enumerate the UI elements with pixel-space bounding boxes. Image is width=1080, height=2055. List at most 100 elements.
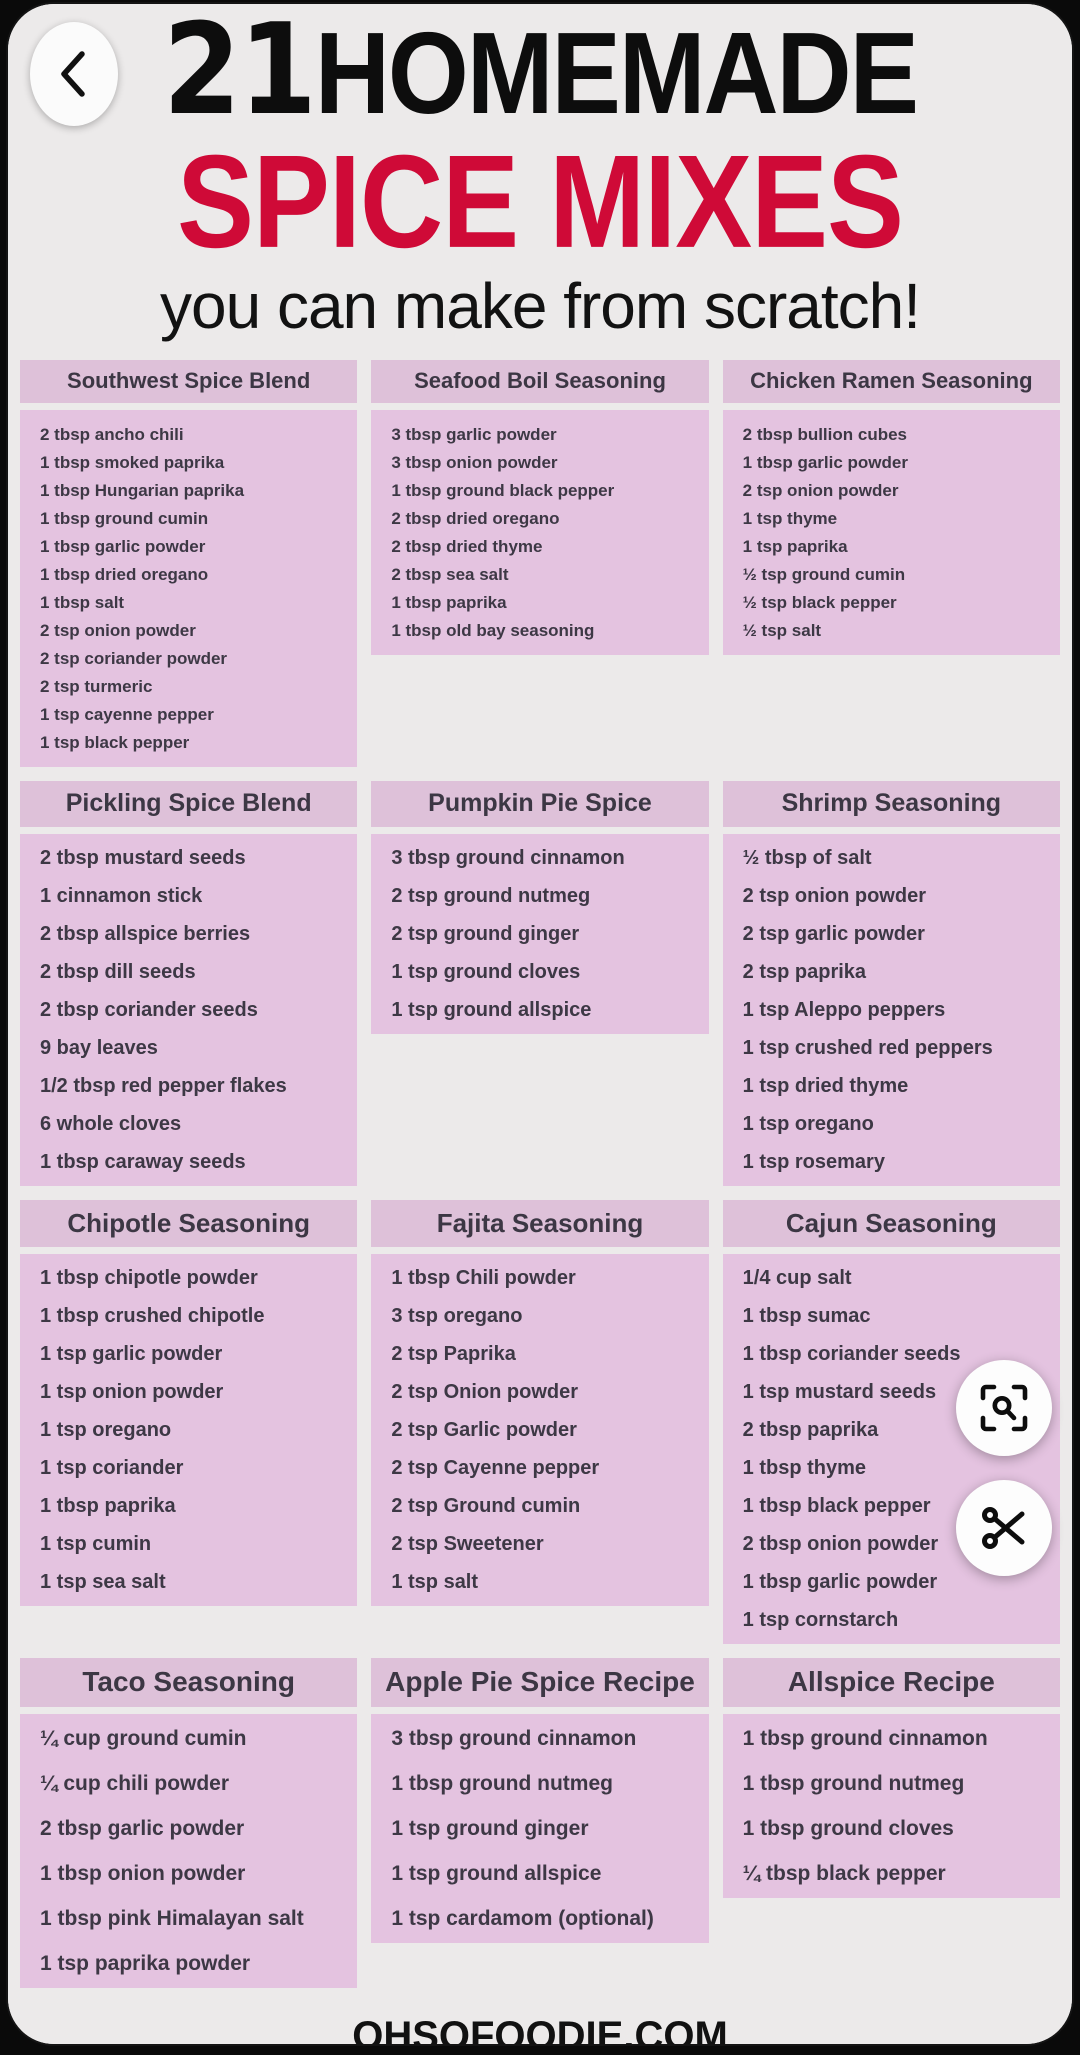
ingredient: 3 tbsp onion powder (391, 452, 558, 472)
spice-card-taco-seasoning[interactable]: Taco Seasoning ¼ cup ground cumin ¼ cup … (20, 1657, 358, 2002)
card-ingredients: 1 tbsp chipotle powder 1 tbsp crushed ch… (20, 1253, 358, 1606)
card-title: Fajita Seasoning (371, 1199, 709, 1247)
spice-card-shrimp-seasoning[interactable]: Shrimp Seasoning ½ tbsp of salt 2 tsp on… (722, 780, 1060, 1200)
ingredient: 1 tsp paprika (742, 536, 848, 556)
spice-card-pickling-spice-blend[interactable]: Pickling Spice Blend 2 tbsp mustard seed… (20, 780, 358, 1200)
ingredient: 2 tsp Paprika (391, 1342, 516, 1365)
chevron-left-icon (61, 51, 85, 97)
spice-card-seafood-boil-seasoning[interactable]: Seafood Boil Seasoning 3 tbsp garlic pow… (371, 359, 709, 781)
lens-search-button[interactable] (956, 1360, 1052, 1456)
ingredient: 1/2 tbsp red pepper flakes (40, 1074, 287, 1097)
ingredient: ½ tsp ground cumin (742, 564, 906, 584)
card-title: Pickling Spice Blend (20, 780, 358, 827)
image-viewer[interactable]: 21HOMEMADE SPICE MIXES you can make from… (8, 4, 1072, 2044)
ingredient: 2 tbsp sea salt (391, 564, 509, 584)
ingredient: 1 tbsp ground cloves (742, 1816, 954, 1840)
ingredient: 2 tsp Sweetener (391, 1532, 544, 1555)
ingredient: 1 tbsp black pepper (742, 1494, 931, 1517)
ingredient: 1 tbsp old bay seasoning (391, 620, 595, 640)
ingredient: 1 tsp ground allspice (391, 1861, 602, 1885)
card-title: Seafood Boil Seasoning (371, 359, 709, 403)
ingredient: 1 tsp sea salt (40, 1570, 166, 1593)
infographic-sheet: 21HOMEMADE SPICE MIXES you can make from… (8, 4, 1072, 2044)
card-ingredients: 2 tbsp ancho chili 1 tbsp smoked paprika… (20, 409, 358, 767)
card-ingredients: 3 tbsp ground cinnamon 2 tsp ground nutm… (371, 833, 709, 1034)
ingredient: 1 tsp crushed red peppers (742, 1036, 993, 1059)
ingredient: 1 tbsp Chili powder (391, 1266, 576, 1289)
ingredient: 2 tsp coriander powder (40, 648, 228, 668)
ingredient: 1 tsp ground allspice (391, 998, 592, 1021)
card-title: Pumpkin Pie Spice (371, 780, 709, 827)
ingredient: 1 tsp onion powder (40, 1380, 224, 1403)
ingredient: 1 tbsp ground nutmeg (742, 1771, 965, 1795)
card-title: Cajun Seasoning (722, 1199, 1060, 1247)
ingredient: 1 tbsp ground cinnamon (742, 1726, 988, 1750)
spice-card-chipotle-seasoning[interactable]: Chipotle Seasoning 1 tbsp chipotle powde… (20, 1199, 358, 1658)
spice-card-apple-pie-spice-recipe[interactable]: Apple Pie Spice Recipe 3 tbsp ground cin… (371, 1657, 709, 2002)
ingredient: ¼ tbsp black pepper (742, 1861, 946, 1885)
ingredient: ¼ cup chili powder (40, 1771, 230, 1795)
source-website: OHSOFOODIE.COM (352, 2013, 728, 2044)
ingredient: 1 tsp rosemary (742, 1150, 885, 1173)
ingredient: 2 tbsp garlic powder (40, 1816, 245, 1840)
ingredient: 1 tbsp coriander seeds (742, 1342, 961, 1365)
ingredient: ½ tsp black pepper (742, 592, 897, 612)
ingredient: ½ tsp salt (742, 620, 822, 640)
ingredient: 1 tbsp thyme (742, 1456, 867, 1479)
ingredient: ¼ cup ground cumin (40, 1726, 247, 1750)
ingredient: 1 tsp coriander (40, 1456, 184, 1479)
ingredient: 2 tsp onion powder (742, 884, 926, 907)
ingredient: 1 tsp ground cloves (391, 960, 581, 983)
spice-card-chicken-ramen-seasoning[interactable]: Chicken Ramen Seasoning 2 tbsp bullion c… (722, 359, 1060, 781)
ingredient: 2 tbsp dried thyme (391, 536, 543, 556)
crop-scissors-button[interactable] (956, 1480, 1052, 1576)
title-subtitle: you can make from scratch! (159, 269, 921, 342)
card-ingredients: ½ tbsp of salt 2 tsp onion powder 2 tsp … (722, 833, 1060, 1186)
card-ingredients: 2 tbsp bullion cubes 1 tbsp garlic powde… (722, 409, 1060, 655)
ingredient: 1 tsp thyme (742, 508, 838, 528)
spice-card-grid: Southwest Spice Blend 2 tbsp ancho chili… (20, 359, 1060, 2002)
card-ingredients: 1 tbsp Chili powder 3 tsp oregano 2 tsp … (371, 1253, 709, 1606)
ingredient: 2 tbsp paprika (742, 1418, 879, 1441)
ingredient: 1 tsp cayenne pepper (40, 704, 214, 724)
ingredient: 1 cinnamon stick (40, 884, 203, 907)
ingredient: 1 tsp Aleppo peppers (742, 998, 946, 1021)
ingredient: 1 tbsp pink Himalayan salt (40, 1906, 304, 1930)
ingredient: 2 tsp turmeric (40, 676, 153, 696)
spice-card-allspice-recipe[interactable]: Allspice Recipe 1 tbsp ground cinnamon 1… (722, 1657, 1060, 2002)
ingredient: 2 tsp ground ginger (391, 922, 580, 945)
ingredient: 2 tbsp mustard seeds (40, 846, 246, 869)
card-title: Shrimp Seasoning (722, 780, 1060, 827)
ingredient: 1 tbsp sumac (742, 1304, 871, 1327)
ingredient: 2 tsp paprika (742, 960, 867, 983)
card-ingredients: 3 tbsp ground cinnamon 1 tbsp ground nut… (371, 1713, 709, 1943)
spice-card-pumpkin-pie-spice[interactable]: Pumpkin Pie Spice 3 tbsp ground cinnamon… (371, 780, 709, 1200)
ingredient: 2 tbsp allspice berries (40, 922, 251, 945)
ingredient: 2 tbsp bullion cubes (742, 424, 908, 444)
infographic-title: 21HOMEMADE SPICE MIXES you can make from… (20, 4, 1060, 344)
ingredient: 1 tsp black pepper (40, 732, 190, 752)
ingredient: 1 tbsp onion powder (40, 1861, 246, 1885)
ingredient: 1 tbsp salt (40, 592, 125, 612)
card-ingredients: ¼ cup ground cumin ¼ cup chili powder 2 … (20, 1713, 358, 1988)
ingredient: 1 tsp dried thyme (742, 1074, 909, 1097)
ingredient: 1 tbsp ground nutmeg (391, 1771, 613, 1795)
back-button[interactable] (30, 22, 118, 126)
spice-card-southwest-spice-blend[interactable]: Southwest Spice Blend 2 tbsp ancho chili… (20, 359, 358, 781)
ingredient: 1 tbsp garlic powder (40, 536, 206, 556)
ingredient: 1 tbsp ground black pepper (391, 480, 615, 500)
ingredient: 1 tbsp caraway seeds (40, 1150, 246, 1173)
title-count: 21 (162, 4, 317, 144)
ingredient: 2 tsp garlic powder (742, 922, 925, 945)
ingredient: 1 tsp cornstarch (742, 1608, 899, 1631)
ingredient: 2 tsp onion powder (40, 620, 196, 640)
card-title: Chipotle Seasoning (20, 1199, 358, 1247)
ingredient: 1 tbsp chipotle powder (40, 1266, 258, 1289)
spice-card-fajita-seasoning[interactable]: Fajita Seasoning 1 tbsp Chili powder 3 t… (371, 1199, 709, 1658)
ingredient: 2 tbsp onion powder (742, 1532, 939, 1555)
ingredient: 2 tbsp coriander seeds (40, 998, 258, 1021)
ingredient: 1 tbsp ground cumin (40, 508, 209, 528)
ingredient: 1 tbsp paprika (40, 1494, 176, 1517)
card-title: Apple Pie Spice Recipe (371, 1657, 709, 1707)
